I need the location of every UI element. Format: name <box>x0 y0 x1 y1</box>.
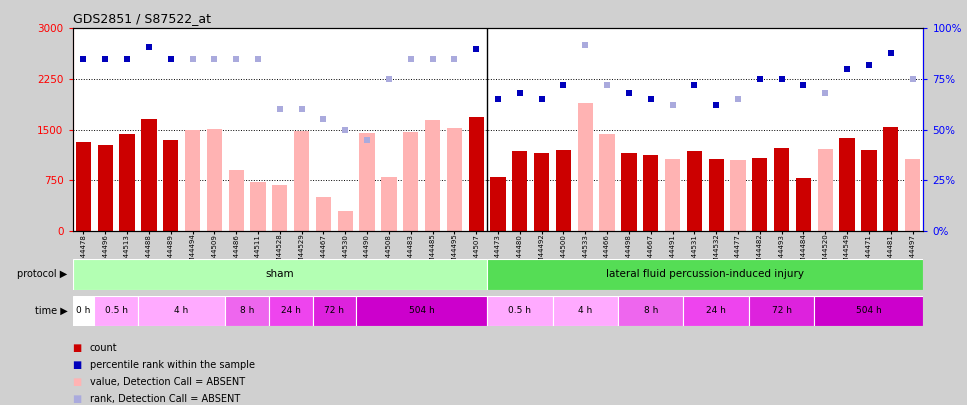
Bar <box>600 134 615 231</box>
Bar <box>312 296 356 326</box>
Bar <box>883 127 898 231</box>
Text: 504 h: 504 h <box>856 306 882 315</box>
Bar <box>337 211 353 231</box>
Bar <box>709 159 724 231</box>
Bar <box>469 117 484 231</box>
Bar <box>269 296 312 326</box>
Bar <box>665 159 680 231</box>
Bar <box>425 120 440 231</box>
Bar <box>487 259 923 290</box>
Text: time ▶: time ▶ <box>35 306 68 316</box>
Text: 0 h: 0 h <box>76 306 91 315</box>
Bar <box>73 259 487 290</box>
Text: 72 h: 72 h <box>324 306 344 315</box>
Bar <box>185 130 200 231</box>
Text: 4 h: 4 h <box>578 306 593 315</box>
Bar <box>748 296 814 326</box>
Text: value, Detection Call = ABSENT: value, Detection Call = ABSENT <box>90 377 245 387</box>
Text: ■: ■ <box>73 394 82 404</box>
Bar <box>228 170 244 231</box>
Bar <box>552 296 618 326</box>
Bar <box>360 133 375 231</box>
Text: 24 h: 24 h <box>706 306 726 315</box>
Text: 4 h: 4 h <box>174 306 189 315</box>
Bar <box>556 150 571 231</box>
Bar <box>862 150 876 231</box>
Bar <box>356 296 487 326</box>
Text: percentile rank within the sample: percentile rank within the sample <box>90 360 255 370</box>
Bar <box>490 177 506 231</box>
Bar <box>643 155 659 231</box>
Text: 0.5 h: 0.5 h <box>509 306 531 315</box>
Bar <box>403 132 419 231</box>
Bar <box>207 129 222 231</box>
Bar <box>752 158 768 231</box>
Bar <box>272 185 287 231</box>
Bar <box>120 134 134 231</box>
Text: 8 h: 8 h <box>644 306 658 315</box>
Bar <box>513 151 527 231</box>
Bar <box>225 296 269 326</box>
Text: 8 h: 8 h <box>240 306 254 315</box>
Bar <box>316 197 331 231</box>
Bar <box>618 296 684 326</box>
Bar <box>381 177 396 231</box>
Bar <box>534 153 549 231</box>
Bar <box>141 119 157 231</box>
Bar <box>687 151 702 231</box>
Text: ■: ■ <box>73 377 82 387</box>
Text: protocol ▶: protocol ▶ <box>17 269 68 279</box>
Text: 0.5 h: 0.5 h <box>104 306 128 315</box>
Text: 24 h: 24 h <box>280 306 301 315</box>
Text: 72 h: 72 h <box>772 306 792 315</box>
Text: ■: ■ <box>73 343 82 353</box>
Bar <box>814 296 923 326</box>
Bar <box>75 142 91 231</box>
Text: 504 h: 504 h <box>409 306 434 315</box>
Bar <box>818 149 833 231</box>
Text: sham: sham <box>266 269 294 279</box>
Text: count: count <box>90 343 118 353</box>
Bar <box>138 296 225 326</box>
Bar <box>577 102 593 231</box>
Bar <box>774 148 789 231</box>
Bar <box>73 296 95 326</box>
Text: lateral fluid percussion-induced injury: lateral fluid percussion-induced injury <box>606 269 805 279</box>
Bar <box>905 159 921 231</box>
Bar <box>447 128 462 231</box>
Bar <box>98 145 113 231</box>
Bar <box>95 296 138 326</box>
Bar <box>730 160 746 231</box>
Bar <box>839 138 855 231</box>
Bar <box>294 131 309 231</box>
Bar <box>621 153 636 231</box>
Bar <box>163 141 178 231</box>
Bar <box>684 296 748 326</box>
Bar <box>796 178 811 231</box>
Text: ■: ■ <box>73 360 82 370</box>
Bar <box>250 181 266 231</box>
Bar <box>487 296 552 326</box>
Text: GDS2851 / S87522_at: GDS2851 / S87522_at <box>73 12 211 25</box>
Text: rank, Detection Call = ABSENT: rank, Detection Call = ABSENT <box>90 394 240 404</box>
